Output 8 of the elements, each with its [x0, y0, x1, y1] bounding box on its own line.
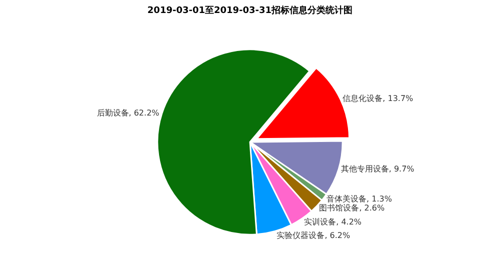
- slice-label: 实训设备, 4.2%: [304, 217, 362, 226]
- chart-title: 2019-03-01至2019-03-31招标信息分类统计图: [147, 5, 353, 16]
- slice-label: 音体美设备, 1.3%: [326, 194, 392, 204]
- slice-label: 图书馆设备, 2.6%: [319, 204, 386, 213]
- slice-label: 信息化设备, 13.7%: [342, 94, 414, 103]
- slice-label: 后勤设备, 62.2%: [96, 108, 160, 118]
- slice-label: 其他专用设备, 9.7%: [340, 164, 415, 174]
- slice-label: 实验仪器设备, 6.2%: [276, 230, 351, 240]
